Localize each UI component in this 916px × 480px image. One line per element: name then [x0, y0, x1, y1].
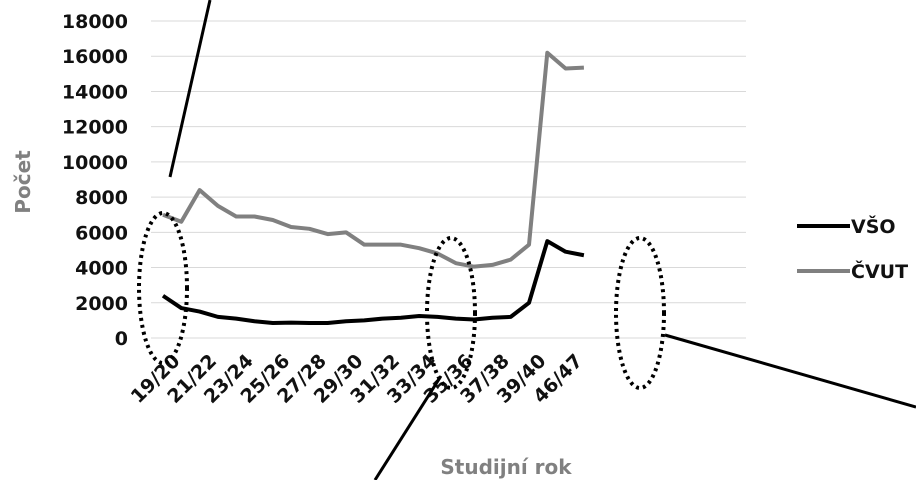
y-tick-label: 0: [115, 328, 128, 350]
legend: VŠO ČVUT: [797, 214, 908, 283]
y-tick-label: 18000: [62, 11, 128, 33]
y-tick-label: 14000: [62, 81, 128, 103]
legend-label: VŠO: [851, 214, 896, 238]
y-tick-label: 2000: [75, 293, 128, 315]
annotation-ellipse: [425, 236, 477, 390]
gridlines: [151, 20, 746, 339]
y-tick-label: 10000: [62, 152, 128, 174]
annotation-line: [168, 0, 212, 178]
y-tick-label: 16000: [62, 46, 128, 68]
annotation-ellipse: [137, 211, 189, 365]
y-tick-label: 12000: [62, 117, 128, 139]
y-tick-label: 6000: [75, 222, 128, 244]
annotations: [137, 0, 916, 480]
y-tick-label: 8000: [75, 187, 128, 209]
legend-label: ČVUT: [851, 259, 908, 283]
y-axis-ticks: 0 2000 4000 6000 8000 10000 12000 14000 16000 180…: [62, 11, 128, 350]
y-tick-label: 4000: [75, 258, 128, 280]
y-axis-title: Počet: [11, 150, 35, 214]
series-lines: [161, 50, 585, 326]
series-line-VŠO: [161, 239, 585, 326]
x-axis-title: Studijní rok: [440, 455, 572, 479]
annotation-ellipse: [614, 236, 666, 390]
annotation-line: [664, 333, 916, 409]
annotation-line: [373, 375, 443, 480]
x-axis-ticks: 19/2021/2223/2425/2627/2829/3031/3233/34…: [127, 350, 587, 408]
series-line-ČVUT: [162, 50, 584, 269]
